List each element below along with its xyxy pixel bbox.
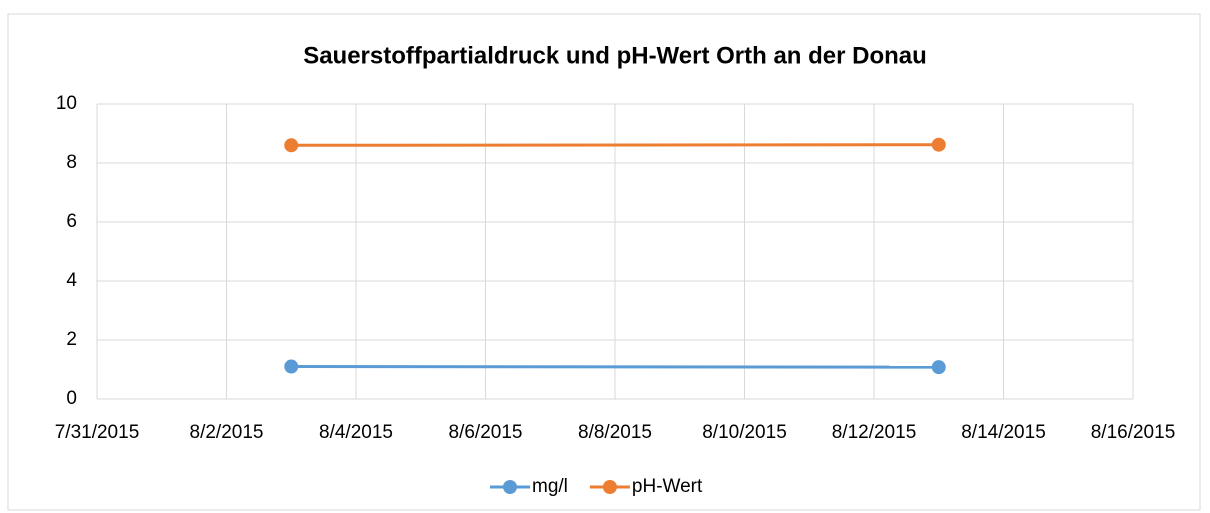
x-tick-label: 8/16/2015 [1091, 422, 1176, 443]
data-point [284, 359, 299, 374]
x-tick-label: 8/14/2015 [961, 422, 1046, 443]
chart-title: Sauerstoffpartialdruck und pH-Wert Orth … [303, 42, 927, 69]
series-line [291, 365, 939, 369]
chart-frame [7, 13, 1201, 511]
y-tick-label: 6 [66, 211, 77, 232]
x-tick-label: 8/10/2015 [702, 422, 787, 443]
y-tick-label: 0 [66, 388, 77, 409]
x-tick-label: 8/6/2015 [449, 422, 523, 443]
legend-marker [602, 480, 617, 494]
data-point [931, 360, 946, 375]
y-tick-label: 8 [66, 152, 77, 173]
y-tick-label: 4 [66, 270, 77, 291]
data-point [931, 137, 946, 152]
y-tick-label: 2 [66, 329, 77, 350]
data-point [284, 138, 299, 153]
x-tick-label: 7/31/2015 [55, 422, 140, 443]
series-line [291, 143, 939, 147]
x-tick-label: 8/8/2015 [578, 422, 652, 443]
y-tick-label: 10 [56, 93, 77, 114]
x-tick-label: 8/4/2015 [319, 422, 393, 443]
legend-label: mg/l [532, 476, 568, 497]
x-tick-label: 8/12/2015 [832, 422, 917, 443]
legend-marker [503, 480, 517, 494]
x-tick-label: 8/2/2015 [190, 422, 264, 443]
legend-label: pH-Wert [632, 476, 703, 497]
